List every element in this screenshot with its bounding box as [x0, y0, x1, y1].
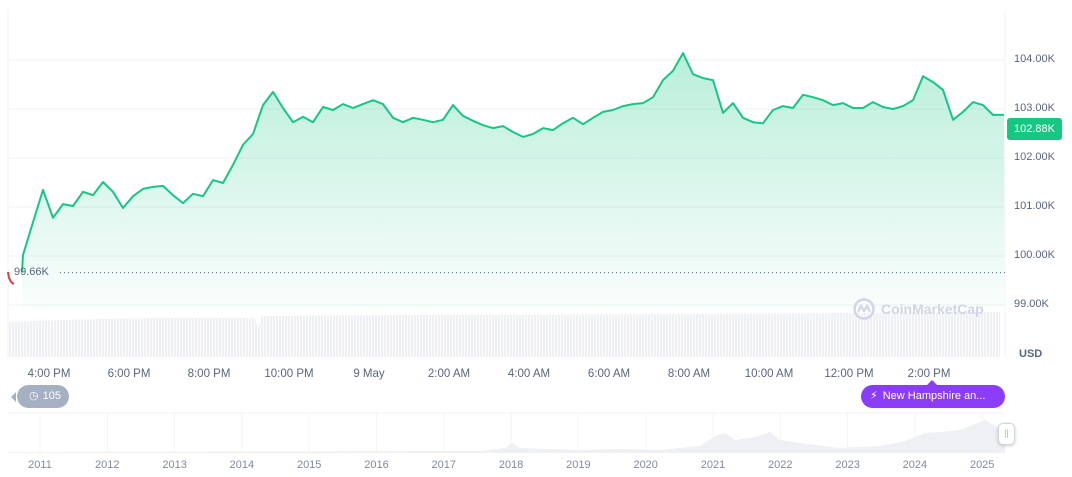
coinmarketcap-logo-icon — [853, 298, 875, 320]
price-line — [21, 52, 1004, 273]
navigator-handle[interactable]: || — [998, 423, 1015, 445]
y-tick-label: 104.00K — [1014, 53, 1055, 65]
navigator-year-label: 2025 — [969, 459, 995, 471]
x-tick-label: 8:00 PM — [187, 368, 231, 380]
navigator-year-label: 2016 — [364, 459, 389, 471]
watermark: CoinMarketCap — [853, 298, 984, 320]
y-tick-label: 99.00K — [1014, 298, 1049, 310]
navigator-year-label: 2024 — [902, 459, 928, 471]
navigator-year-label: 2018 — [498, 459, 524, 471]
history-button[interactable]: ◷ 105 — [11, 385, 69, 408]
x-tick-label: 12:00 PM — [824, 368, 874, 380]
red-start-tick — [7, 271, 15, 285]
currency-label: USD — [1019, 348, 1043, 360]
x-tick-label: 10:00 AM — [744, 368, 794, 380]
navigator-year-label: 2017 — [431, 459, 457, 471]
x-tick-label: 6:00 PM — [107, 368, 151, 380]
volume-bars — [8, 312, 1000, 357]
navigator-year-label: 2013 — [162, 459, 187, 471]
navigator-year-label: 2015 — [296, 459, 322, 471]
y-tick-label: 103.00K — [1014, 102, 1055, 114]
navigator-year-label: 2019 — [566, 459, 591, 471]
navigator-year-label: 2011 — [28, 459, 52, 471]
x-tick-label: 2:00 PM — [907, 368, 951, 380]
y-tick-label: 102.00K — [1014, 151, 1055, 163]
current-price-badge: 102.88K — [1007, 118, 1062, 140]
x-tick-label: 9 May — [353, 368, 385, 380]
x-tick-label: 4:00 PM — [27, 368, 71, 380]
history-count: 105 — [42, 390, 61, 402]
x-tick-label: 4:00 AM — [507, 368, 551, 380]
open-price-label: 99.66K — [14, 265, 49, 278]
navigator-area[interactable] — [8, 420, 1005, 453]
navigator-year-label: 2020 — [633, 459, 658, 471]
news-label: New Hampshire an... — [882, 390, 986, 402]
x-tick-label: 8:00 AM — [667, 368, 711, 380]
watermark-text: CoinMarketCap — [881, 301, 984, 317]
lightning-icon: ⚡︎ — [870, 390, 878, 402]
y-tick-label: 100.00K — [1014, 249, 1055, 261]
navigator-year-label: 2014 — [229, 459, 255, 471]
x-tick-label: 10:00 PM — [264, 368, 314, 380]
history-icon: ◷ — [29, 390, 39, 402]
x-tick-label: 2:00 AM — [427, 368, 471, 380]
navigator-year-label: 2021 — [700, 459, 726, 471]
navigator-year-label: 2023 — [835, 459, 860, 471]
news-button[interactable]: ⚡︎ New Hampshire an... — [861, 380, 1005, 408]
navigator-year-label: 2012 — [95, 459, 120, 471]
x-tick-label: 6:00 AM — [587, 368, 631, 380]
navigator-year-label: 2022 — [768, 459, 793, 471]
y-tick-label: 101.00K — [1014, 200, 1055, 212]
price-area — [22, 53, 1004, 310]
